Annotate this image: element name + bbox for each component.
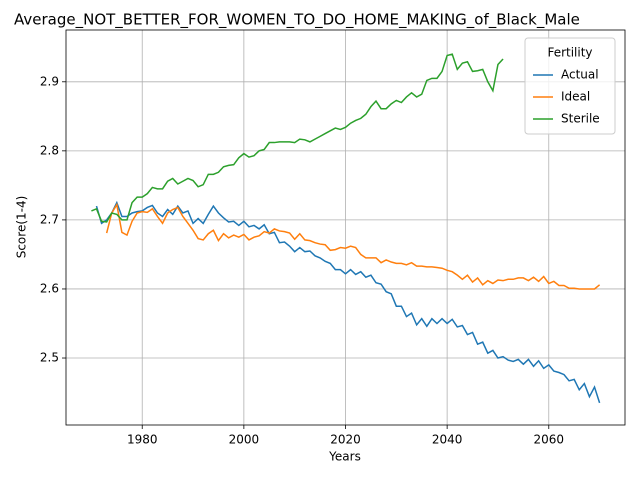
chart-title: Average_NOT_BETTER_FOR_WOMEN_TO_DO_HOME_… <box>14 11 580 30</box>
x-axis-label: Years <box>328 450 361 464</box>
y-tick-label: 2.9 <box>40 74 59 88</box>
series-line <box>91 53 504 223</box>
x-tick-label: 1980 <box>127 433 158 447</box>
plot-frame <box>65 29 626 426</box>
y-tick-label: 2.8 <box>40 143 59 157</box>
x-tick-label: 2020 <box>330 433 361 447</box>
legend-label: Sterile <box>561 112 600 126</box>
x-tick-label: 2060 <box>533 433 564 447</box>
x-tick-label: 2000 <box>229 433 260 447</box>
legend-label: Actual <box>561 68 599 82</box>
y-tick-label: 2.6 <box>40 281 59 295</box>
x-tick-label: 2040 <box>432 433 463 447</box>
y-tick-label: 2.7 <box>40 212 59 226</box>
y-tick-label: 2.5 <box>40 351 59 365</box>
series-line <box>105 202 601 290</box>
legend: Fertility Actual Ideal Sterile <box>524 37 616 135</box>
legend-box <box>524 37 616 135</box>
series-line <box>95 200 601 404</box>
legend-title: Fertility <box>547 46 592 60</box>
y-axis-label: Score(1-4) <box>15 196 29 259</box>
legend-label: Ideal <box>561 90 590 104</box>
